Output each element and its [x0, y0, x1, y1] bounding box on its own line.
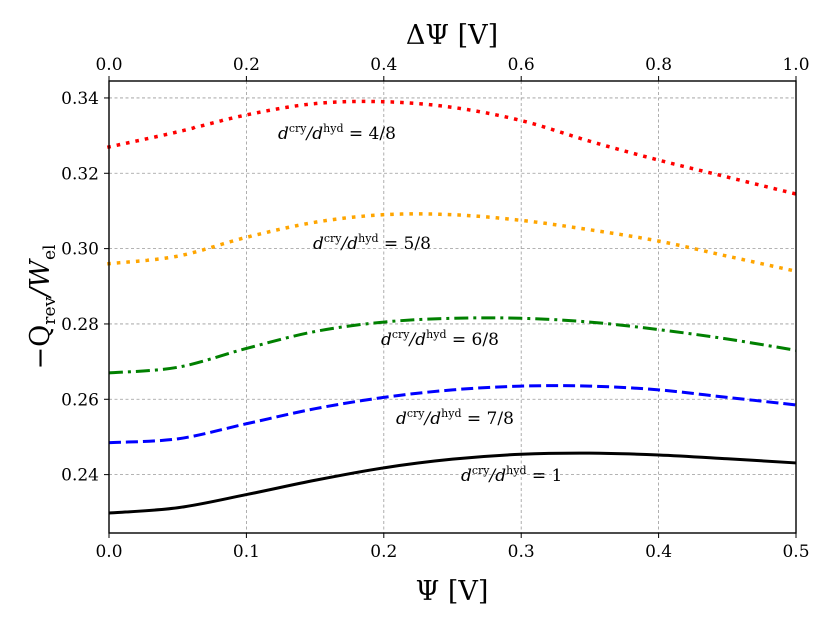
- x-tick-label: 0.3: [508, 542, 535, 562]
- label-slash-d: /d: [423, 409, 442, 429]
- top-tick-label: 0.4: [370, 55, 397, 75]
- series-line-1: [107, 212, 799, 274]
- y-tick-label: 0.26: [61, 390, 99, 410]
- top-tick-label: 0.0: [95, 55, 122, 75]
- y-tick-label: 0.34: [61, 89, 99, 109]
- label-slash-d: /d: [488, 466, 507, 486]
- y-tick-label: 0.24: [61, 466, 99, 486]
- series-line-0: [106, 99, 799, 197]
- label-sup-cry: cry: [407, 407, 425, 420]
- label-d: d: [313, 234, 324, 254]
- label-slash-d: /d: [340, 234, 359, 254]
- x-tick-label: 0.4: [645, 542, 672, 562]
- series-label-7-8: dcry/dhyd = 7/8: [396, 407, 514, 429]
- label-slash-d: /d: [408, 330, 427, 350]
- y-tick-label: 0.28: [61, 315, 99, 335]
- series-line-2: [108, 316, 797, 375]
- label-sup-cry: cry: [392, 328, 410, 341]
- label-sup-hyd: hyd: [441, 407, 461, 420]
- label-sup-cry: cry: [289, 122, 307, 135]
- y-tick-label: 0.32: [61, 164, 99, 184]
- label-value: = 5/8: [379, 234, 431, 254]
- x-axis-label: Ψ [V]: [416, 576, 489, 607]
- label-d: d: [461, 466, 472, 486]
- grid: [109, 81, 796, 533]
- label-value: = 4/8: [344, 124, 396, 144]
- series-line-4: [108, 451, 797, 515]
- y-axis-label-rest: /W: [25, 258, 56, 300]
- y-axis-label-main: −Q: [25, 325, 56, 370]
- label-d: d: [381, 330, 392, 350]
- series-label-6-8: dcry/dhyd = 6/8: [381, 328, 499, 350]
- x-tick-label: 0.5: [782, 542, 809, 562]
- plot-frame: [108, 80, 797, 534]
- series-label-5-8: dcry/dhyd = 5/8: [313, 232, 431, 254]
- y-axis-label-sub2: el: [40, 245, 60, 261]
- ticks: 0.0 0.1 0.2 0.3 0.4 0.5 0.0 0.2 0.4 0.6 0.8 1.0 0.24…: [61, 55, 809, 562]
- top-axis-label: ΔΨ [V]: [406, 20, 498, 51]
- x-tick-label: 0.1: [233, 542, 260, 562]
- label-value: = 1: [527, 466, 563, 486]
- label-d: d: [396, 409, 407, 429]
- top-tick-label: 1.0: [782, 55, 809, 75]
- top-tick-label: 0.8: [645, 55, 672, 75]
- label-d: d: [278, 124, 289, 144]
- label-sup-hyd: hyd: [426, 328, 446, 341]
- top-tick-label: 0.6: [508, 55, 535, 75]
- label-sup-hyd: hyd: [358, 232, 378, 245]
- label-value: = 6/8: [447, 330, 499, 350]
- y-axis-label-sub: rev: [40, 297, 60, 325]
- series-line-3: [108, 384, 797, 445]
- y-tick-label: 0.30: [61, 240, 99, 260]
- x-tick-label: 0.0: [95, 542, 122, 562]
- label-sup-cry: cry: [324, 232, 342, 245]
- label-sup-hyd: hyd: [323, 122, 343, 135]
- label-sup-hyd: hyd: [506, 464, 526, 477]
- label-value: = 7/8: [462, 409, 514, 429]
- label-sup-cry: cry: [472, 464, 490, 477]
- label-slash-d: /d: [305, 124, 324, 144]
- series-label-4-8: dcry/dhyd = 4/8: [278, 122, 396, 144]
- y-axis-label: −Qrev/Wel: [25, 245, 60, 370]
- x-tick-label: 0.2: [370, 542, 397, 562]
- top-tick-label: 0.2: [233, 55, 260, 75]
- series-label-1: dcry/dhyd = 1: [461, 464, 562, 486]
- series-layer: [106, 99, 799, 515]
